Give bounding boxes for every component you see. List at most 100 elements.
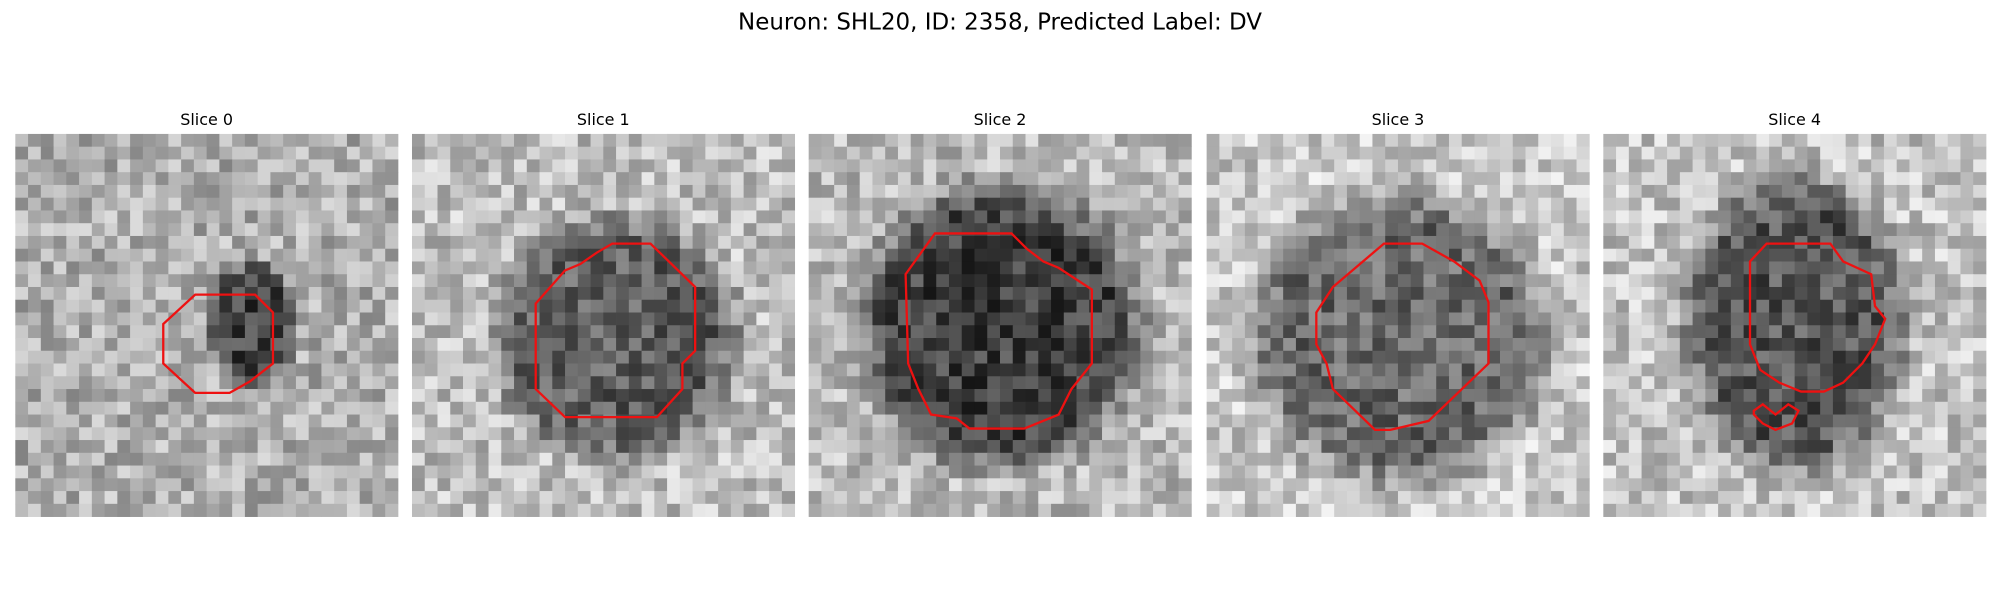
pixel: [603, 350, 617, 364]
pixel: [308, 261, 322, 275]
pixel: [130, 465, 144, 479]
pixel: [1934, 376, 1949, 390]
pixel: [1960, 184, 1974, 199]
pixel: [1474, 172, 1488, 186]
pixel: [961, 172, 975, 186]
pixel: [974, 491, 988, 505]
pixel: [1334, 159, 1348, 173]
pixel: [679, 146, 693, 160]
pixel: [1359, 274, 1373, 288]
pixel: [501, 376, 515, 390]
pixel: [1973, 363, 1987, 377]
pixel: [1206, 427, 1220, 441]
pixel: [1051, 172, 1065, 186]
pixel: [346, 491, 361, 505]
pixel: [667, 223, 681, 237]
pixel: [1051, 414, 1065, 428]
pixel: [1628, 376, 1642, 390]
pixel: [808, 248, 822, 262]
pixel: [1178, 389, 1192, 403]
pixel: [372, 325, 386, 339]
pixel: [1089, 159, 1103, 173]
pixel: [1769, 274, 1783, 288]
pixel: [66, 248, 80, 262]
pixel: [539, 491, 553, 505]
pixel: [1461, 401, 1475, 415]
pixel: [1089, 274, 1103, 288]
pixel: [743, 376, 757, 390]
pixel: [1538, 299, 1552, 313]
pixel: [142, 274, 156, 288]
pixel: [181, 414, 195, 428]
pixel: [743, 197, 757, 211]
pixel: [130, 312, 144, 326]
pixel: [1883, 440, 1898, 454]
pixel: [1244, 503, 1259, 517]
pixel: [1628, 159, 1642, 173]
pixel: [1832, 223, 1847, 237]
pixel: [1973, 376, 1987, 390]
pixel: [1692, 376, 1706, 390]
pixel: [1461, 172, 1475, 186]
pixel: [1756, 197, 1770, 211]
pixel: [475, 350, 489, 364]
pixel: [1178, 286, 1192, 301]
pixel: [821, 350, 835, 364]
pixel: [936, 401, 950, 415]
pixel: [987, 286, 1001, 301]
pixel: [885, 350, 899, 364]
pixel: [155, 299, 169, 313]
pixel: [411, 452, 426, 466]
pixel: [1397, 491, 1412, 505]
pixel: [155, 401, 169, 415]
pixel: [1705, 491, 1719, 505]
pixel: [1667, 389, 1681, 403]
pixel: [1140, 274, 1154, 288]
pixel: [1153, 401, 1167, 415]
pixel: [1883, 414, 1898, 428]
pixel: [1089, 363, 1103, 377]
pixel: [808, 172, 822, 186]
pixel: [1871, 363, 1885, 377]
pixel: [308, 414, 322, 428]
pixel: [1973, 440, 1987, 454]
pixel: [769, 478, 783, 492]
pixel: [1165, 299, 1179, 313]
pixel: [193, 389, 208, 403]
pixel: [1012, 401, 1026, 415]
pixel: [885, 261, 899, 275]
pixel: [1730, 389, 1745, 403]
pixel: [1500, 146, 1514, 160]
pixel: [1616, 440, 1630, 454]
pixel: [1114, 440, 1128, 454]
pixel: [897, 159, 912, 173]
pixel: [1076, 491, 1090, 505]
pixel: [295, 338, 310, 352]
pixel: [130, 248, 144, 262]
pixel: [308, 235, 322, 250]
pixel: [730, 465, 745, 479]
pixel: [1308, 197, 1322, 211]
pixel: [616, 350, 630, 364]
pixel: [91, 478, 105, 492]
pixel: [692, 440, 706, 454]
pixel: [1845, 133, 1859, 148]
pixel: [1628, 299, 1642, 313]
pixel: [1934, 248, 1949, 262]
pixel: [1705, 465, 1719, 479]
pixel: [1960, 452, 1974, 466]
pixel: [244, 440, 259, 454]
pixel: [28, 350, 42, 364]
pixel: [897, 465, 912, 479]
pixel: [1397, 184, 1412, 199]
pixel: [308, 478, 322, 492]
pixel: [206, 223, 220, 237]
pixel: [142, 286, 156, 301]
pixel: [1257, 401, 1271, 415]
pixel: [859, 491, 873, 505]
pixel: [1178, 376, 1192, 390]
pixel: [1500, 261, 1514, 275]
pixel: [1165, 465, 1179, 479]
pixel: [1896, 159, 1910, 173]
pixel: [1283, 427, 1297, 441]
